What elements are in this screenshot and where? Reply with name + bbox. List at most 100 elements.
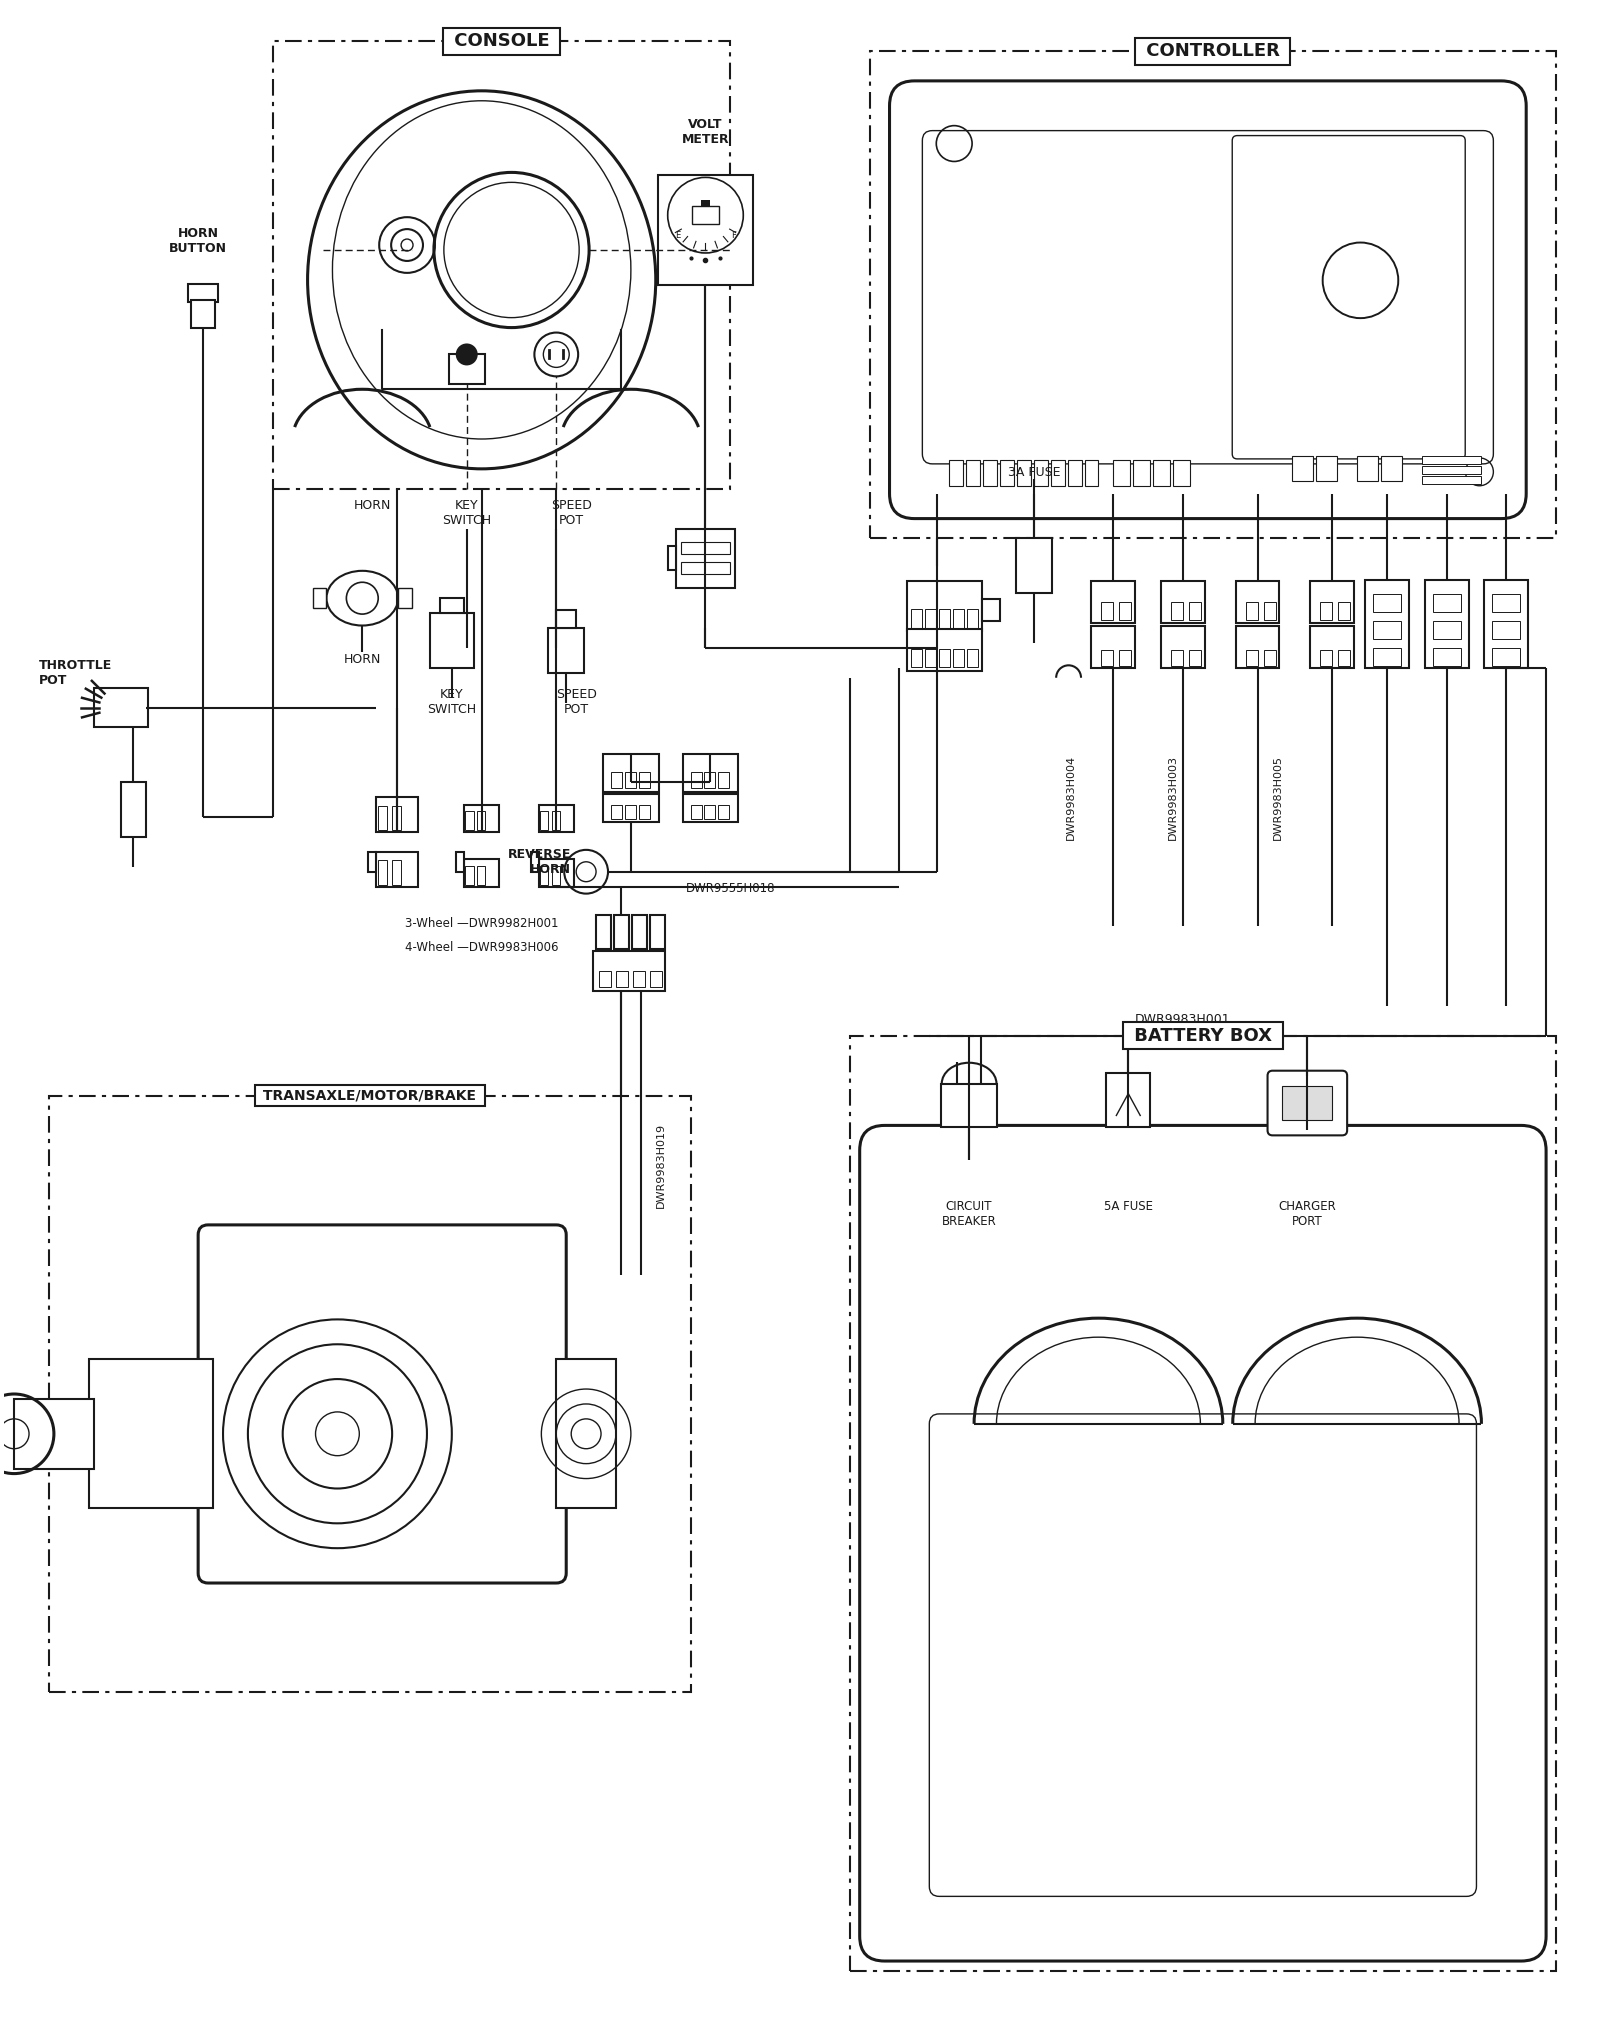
Text: REVERSE
HORN: REVERSE HORN — [507, 847, 571, 875]
Text: HORN
BUTTON: HORN BUTTON — [170, 227, 227, 255]
Bar — [1106, 1072, 1150, 1126]
Bar — [1381, 456, 1402, 480]
Bar — [704, 772, 715, 788]
Bar — [603, 754, 659, 792]
Bar — [1133, 460, 1150, 486]
Bar — [312, 588, 326, 608]
Bar — [939, 648, 950, 667]
Bar — [1317, 456, 1338, 480]
Text: BATTERY BOX: BATTERY BOX — [1128, 1027, 1278, 1045]
Text: 4-Wheel —DWR9983H006: 4-Wheel —DWR9983H006 — [405, 942, 558, 954]
Bar — [376, 851, 418, 887]
Bar — [1320, 650, 1333, 667]
FancyBboxPatch shape — [907, 628, 982, 671]
Bar — [1235, 626, 1280, 669]
Text: DWR9983H005: DWR9983H005 — [1272, 754, 1283, 839]
Bar — [982, 600, 1000, 622]
Text: 5A FUSE: 5A FUSE — [1104, 1199, 1152, 1214]
Bar — [368, 851, 376, 871]
Bar — [1493, 648, 1520, 667]
Text: SPEED
POT: SPEED POT — [555, 687, 597, 715]
Bar — [466, 865, 474, 885]
Bar — [611, 804, 622, 819]
Bar — [1018, 460, 1030, 486]
Bar — [1162, 581, 1205, 624]
Text: THROTTLE
POT: THROTTLE POT — [38, 658, 112, 687]
Bar — [1173, 460, 1190, 486]
Bar — [683, 794, 738, 823]
Text: SPEED
POT: SPEED POT — [550, 498, 592, 527]
Bar — [1034, 460, 1048, 486]
Bar — [850, 1035, 1557, 1971]
Bar — [1085, 460, 1099, 486]
Text: HORN: HORN — [344, 652, 381, 667]
Bar — [557, 610, 576, 628]
Bar — [272, 41, 730, 488]
Text: VOLT
METER: VOLT METER — [682, 118, 730, 146]
Bar — [650, 970, 662, 987]
Bar — [1171, 602, 1182, 620]
Text: CHARGER
PORT: CHARGER PORT — [1278, 1199, 1336, 1228]
Text: TRANSAXLE/MOTOR/BRAKE: TRANSAXLE/MOTOR/BRAKE — [258, 1088, 482, 1102]
Text: KEY
SWITCH: KEY SWITCH — [427, 687, 477, 715]
Bar — [982, 460, 997, 486]
Bar — [1120, 650, 1131, 667]
Bar — [1091, 626, 1136, 669]
Bar — [650, 914, 664, 950]
Text: DWR9983H004: DWR9983H004 — [1066, 754, 1075, 839]
Bar — [430, 614, 474, 669]
Bar — [1114, 460, 1130, 486]
Bar — [680, 563, 730, 573]
Text: KEY
SWITCH: KEY SWITCH — [442, 498, 491, 527]
Bar — [477, 810, 485, 831]
Bar — [680, 543, 730, 555]
Bar — [941, 1084, 997, 1126]
Bar — [704, 804, 715, 819]
Text: 3-Wheel —DWR9982H001: 3-Wheel —DWR9982H001 — [405, 916, 558, 930]
Bar — [691, 804, 701, 819]
Bar — [966, 648, 978, 667]
Bar — [1422, 456, 1482, 464]
Bar — [626, 772, 635, 788]
Text: HORN: HORN — [354, 498, 390, 513]
Bar — [616, 970, 627, 987]
Bar — [541, 865, 549, 885]
Text: 3A FUSE: 3A FUSE — [1008, 466, 1061, 478]
Bar — [634, 970, 645, 987]
Bar — [870, 51, 1557, 539]
Bar — [691, 772, 701, 788]
Bar — [1493, 622, 1520, 638]
Bar — [939, 610, 950, 628]
Bar — [1091, 581, 1136, 624]
Bar — [638, 772, 650, 788]
Bar — [1189, 602, 1202, 620]
Bar — [1154, 460, 1170, 486]
Text: DWR9983H019: DWR9983H019 — [656, 1122, 666, 1207]
FancyBboxPatch shape — [890, 81, 1526, 519]
FancyBboxPatch shape — [198, 1226, 566, 1582]
Bar — [594, 952, 664, 991]
Bar — [552, 865, 560, 885]
Bar — [626, 804, 635, 819]
Bar — [464, 859, 499, 887]
Bar — [658, 176, 754, 286]
Bar — [1264, 602, 1275, 620]
FancyBboxPatch shape — [859, 1124, 1546, 1961]
Bar — [1000, 460, 1014, 486]
Bar — [966, 610, 978, 628]
Bar — [1051, 460, 1064, 486]
Text: E: E — [675, 231, 680, 239]
Bar — [392, 806, 402, 831]
FancyBboxPatch shape — [675, 529, 736, 588]
Bar — [611, 772, 622, 788]
Text: F: F — [731, 231, 736, 239]
Bar — [1422, 466, 1482, 474]
Text: CIRCUIT
BREAKER: CIRCUIT BREAKER — [942, 1199, 997, 1228]
Bar — [1432, 648, 1461, 667]
Bar — [1310, 626, 1354, 669]
Bar — [464, 804, 499, 833]
Bar — [598, 970, 611, 987]
Bar — [1373, 648, 1402, 667]
Bar — [1485, 579, 1528, 669]
Bar — [683, 754, 738, 792]
